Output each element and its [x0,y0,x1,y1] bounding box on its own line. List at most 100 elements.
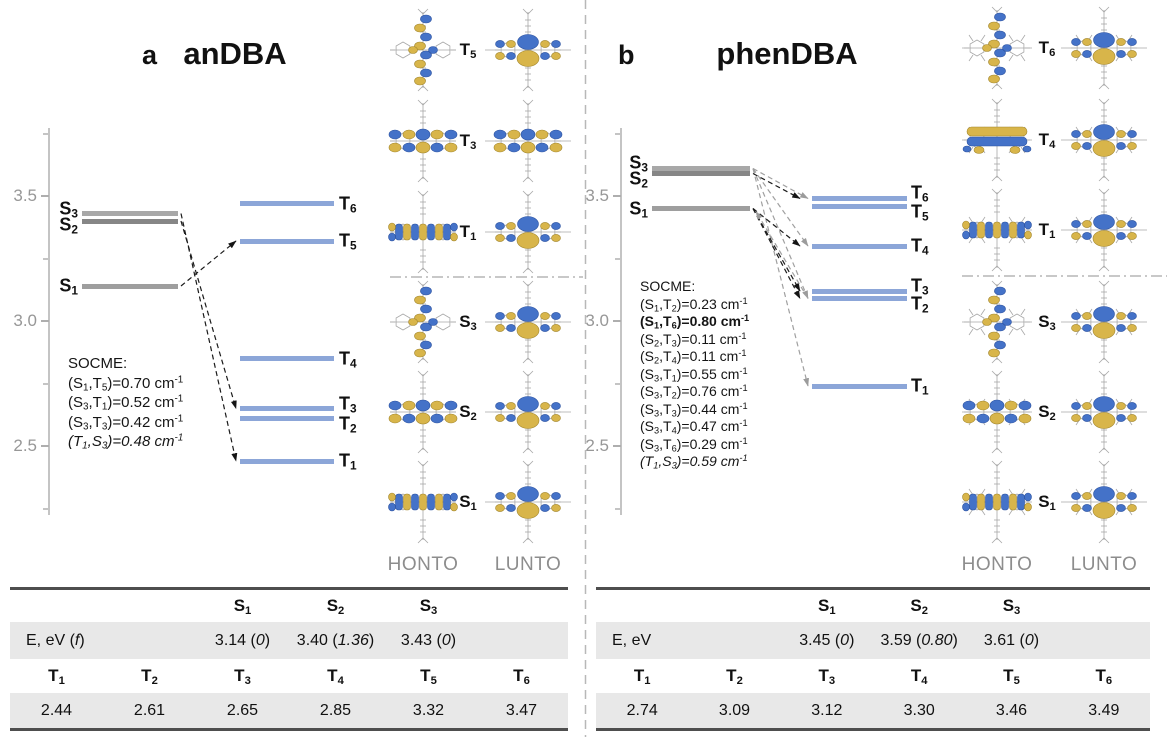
t-energy-value: 3.46 [995,701,1028,719]
triplet-level-label: T4 [339,348,357,370]
isc-arrow-S1-T4 [752,208,801,247]
socme-entry: (T1,S3)=0.59 cm-1 [640,452,748,471]
s-energy-value: 3.43 (0) [400,631,457,649]
vertical-lobes-orbital-icon [959,279,1035,365]
triplet-level-label: T2 [911,293,929,315]
triplet-level-label: T3 [911,275,929,298]
y-axis-line [620,128,622,515]
singlet-level-s3 [652,166,750,171]
orbital-state-label: T5 [459,40,477,61]
orbital-state-label: S2 [459,402,477,423]
t-energy-value: 2.85 [319,701,352,719]
y-axis-tick [613,320,621,322]
t-energy-value: 2.61 [133,701,166,719]
y-axis-tick-label: 2.5 [13,436,37,455]
y-axis-minor-tick [615,507,621,510]
s-state-header: S2 [910,596,928,617]
triplet-level-t1 [240,458,334,464]
isc-arrow-S2-T3 [180,220,237,410]
triplet-level-label: T6 [911,182,929,204]
excited-state-table-phenDBA: S1 S2 S3 E, eV 3.45 (0) 3.59 (0.80) 3.61 (0) T1… [596,587,1150,731]
triplet-level-label: T2 [339,413,357,435]
panel-title-phenDBA: phenDBA [716,36,858,71]
center-lobes-orbital-icon [1058,97,1150,183]
orbital-state-label: S3 [459,312,477,333]
center-lobes-orbital-icon [1058,187,1150,273]
orbital-state-label: S1 [1038,492,1056,513]
orbital-state-label: T1 [459,222,477,243]
t-state-header: T6 [513,666,530,687]
triplet-level-t3 [240,406,334,411]
t-energy-value: 3.12 [811,701,843,719]
s-state-header: S2 [326,596,345,617]
orbital-state-label: S1 [459,492,477,513]
y-axis-minor-tick [615,257,621,260]
isc-arrow-S3-T6 [752,167,809,200]
isc-arrow-S3-T2 [752,168,809,300]
s-state-header: S1 [233,596,252,617]
t-energy-value: 3.30 [903,701,935,719]
vertical-lobes-orbital-icon [387,279,459,365]
center-lobes-orbital-icon [482,189,574,275]
triplet-level-label: T4 [911,235,929,258]
socme-entry: (S3,T2)=0.76 cm-1 [640,382,748,401]
orbital-state-label: T6 [1038,38,1056,59]
s-energy-value: 3.59 (0.80) [880,631,958,649]
y-axis-minor-tick [615,132,621,135]
barrel-lobes-orbital-icon [387,459,459,545]
triplet-header-row: T1 T2 T3 T4 T5 T6 [596,659,1150,693]
spread-lobes-orbital-icon [959,369,1035,455]
socme-heading: SOCME: [640,278,696,294]
t-energy-value: 2.44 [40,701,73,719]
y-axis-tick [41,445,49,447]
socme-entry: (S1,T5)=0.70 cm-1 [68,374,184,393]
s-energy-value: 3.45 (0) [799,631,855,649]
barrel-lobes-orbital-icon [959,459,1035,545]
socme-entry: (S2,T4)=0.11 cm-1 [640,347,747,366]
lunto-column-label: LUNTO [494,554,562,575]
y-axis-tick [613,195,621,197]
spread-lobes-orbital-icon [482,98,574,184]
t-state-header: T4 [327,666,344,687]
socme-heading: SOCME: [68,355,128,372]
s-energy-value: 3.40 (1.36) [296,631,375,649]
socme-entry: (T1,S3)=0.48 cm-1 [68,432,184,452]
y-axis-tick-label: 3.5 [13,186,37,205]
s-state-header: S3 [419,596,438,617]
triplet-level-t6 [240,201,334,206]
y-axis-tick-label: 3.5 [585,186,609,205]
panel-title-anDBA: anDBA [183,36,287,71]
socme-block: SOCME: (S1,T5)=0.70 cm-1 (S3,T1)=0.52 cm-1… [68,354,183,452]
isc-arrow-S2-T6 [752,172,801,200]
center-lobes-orbital-icon [1058,459,1150,545]
y-axis-tick-label: 3.0 [13,311,37,330]
y-axis-line [48,128,50,515]
center-lobes-orbital-icon [482,7,574,93]
isc-arrow-S3-T1 [180,213,238,462]
triplet-energy-row: 2.74 3.09 3.12 3.30 3.46 3.49 [596,693,1150,728]
t-state-header: T2 [141,666,158,687]
panel-letter-b: b [618,40,635,70]
t-energy-value: 3.32 [412,701,445,719]
t-state-header: T1 [633,666,651,687]
triplet-energy-row: 2.44 2.61 2.65 2.85 3.32 3.47 [10,693,568,728]
singlet-energy-row: E, eV 3.45 (0) 3.59 (0.80) 3.61 (0) [596,622,1150,659]
socme-entry: (S1,T2)=0.23 cm-1 [640,295,748,313]
energy-row-label: E, eV [612,631,652,649]
triplet-level-t4 [240,356,334,361]
singlet-level-label: S3 [629,152,648,174]
triplet-level-t2 [812,296,907,301]
orbital-state-label: T3 [459,131,477,152]
triplet-level-label: T6 [339,193,357,215]
y-axis-tick [613,445,621,447]
s-energy-value: 3.61 (0) [983,631,1040,649]
energy-row-label: E, eV (f) [26,631,85,649]
singlet-level-s2 [652,171,750,176]
t-energy-value: 3.09 [718,701,751,719]
honto-column-label: HONTO [961,554,1033,575]
triplet-level-label: T1 [339,450,357,473]
t-energy-value: 2.65 [226,701,259,719]
isc-arrow-S3-T4 [752,168,809,247]
t-state-header: T4 [910,666,928,687]
y-axis-minor-tick [43,132,49,135]
